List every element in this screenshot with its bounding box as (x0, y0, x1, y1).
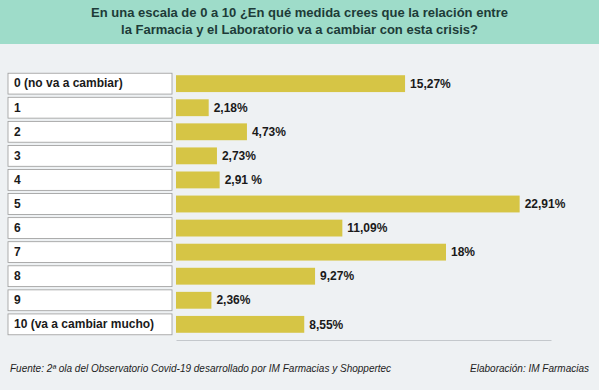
bar (176, 172, 220, 189)
y-tick: 10 (va a cambiar mucho) (14, 317, 176, 331)
label-box (8, 314, 172, 335)
y-tick-label: 4 (14, 173, 21, 187)
y-tick-label: 0 (no va a cambiar) (14, 76, 123, 90)
y-tick-label: 9 (14, 293, 21, 307)
data-label: 11,09% (347, 221, 387, 235)
data-label: 22,91% (525, 197, 566, 211)
x-axis-line (177, 340, 552, 341)
bars (176, 75, 520, 333)
y-tick-label: 2 (14, 125, 21, 139)
chart-container: En una escala de 0 a 10 ¿En qué medida c… (0, 0, 599, 390)
bar (176, 75, 405, 92)
y-tick-label: 8 (14, 269, 21, 283)
bar (176, 99, 209, 116)
y-tick: 3 (14, 149, 176, 163)
data-label: 2,91 % (225, 173, 263, 187)
annotation: Elaboración: IM Farmacias (470, 363, 589, 374)
annotation: Fuente: 2ª ola del Observatorio Covid-19… (10, 363, 391, 374)
y-tick-label: 7 (14, 245, 21, 259)
data-label: 8,55% (309, 318, 343, 332)
label-boxes (8, 73, 172, 335)
y-tick-label: 10 (va a cambiar mucho) (14, 317, 154, 331)
title-band (0, 0, 599, 44)
bar (176, 196, 520, 213)
y-tick: 1 (14, 101, 176, 115)
data-labels: 15,27% 2,18% 4,73% 2,73% 2,91 % 22,91% 11,09% 1… (214, 77, 566, 332)
bar (176, 316, 304, 333)
bar (176, 292, 211, 309)
data-label: 2,36% (216, 293, 250, 307)
bar (176, 123, 247, 140)
chart-svg: En una escala de 0 a 10 ¿En qué medida c… (0, 0, 599, 390)
x-axis (177, 340, 552, 341)
label-box (8, 290, 172, 311)
label-box (8, 242, 172, 263)
background (0, 0, 599, 390)
data-label: 2,18% (214, 101, 248, 115)
y-tick: 5 (14, 197, 176, 211)
label-box (8, 97, 172, 118)
y-tick: 6 (14, 221, 176, 235)
label-box (8, 218, 172, 239)
label-box (8, 73, 172, 94)
y-tick-label: 3 (14, 149, 21, 163)
title: En una escala de 0 a 10 ¿En qué medida c… (91, 5, 508, 20)
y-tick-label: 1 (14, 101, 21, 115)
y-tick-label: 6 (14, 221, 21, 235)
bar (176, 147, 217, 164)
bar (176, 244, 446, 261)
y-tick: 8 (14, 269, 176, 283)
bar (176, 268, 315, 285)
data-label: 18% (451, 245, 475, 259)
y-axis: 0 (no va a cambiar) 1 2 3 4 5 6 7 8 9 10 (va a cam… (14, 76, 176, 331)
data-label: 15,27% (410, 77, 451, 91)
y-tick: 0 (no va a cambiar) (14, 76, 176, 90)
y-tick: 2 (14, 125, 176, 139)
data-label: 2,73% (222, 149, 256, 163)
data-label: 9,27% (320, 269, 354, 283)
label-box (8, 194, 172, 215)
y-tick: 9 (14, 293, 176, 307)
label-box (8, 145, 172, 166)
label-box (8, 170, 172, 191)
y-tick: 4 (14, 173, 176, 187)
y-tick: 7 (14, 245, 176, 259)
y-tick-label: 5 (14, 197, 21, 211)
data-label: 4,73% (252, 125, 286, 139)
label-box (8, 266, 172, 287)
label-box (8, 121, 172, 142)
title: la Farmacia y el Laboratorio va a cambia… (121, 22, 478, 37)
bar (176, 220, 342, 237)
